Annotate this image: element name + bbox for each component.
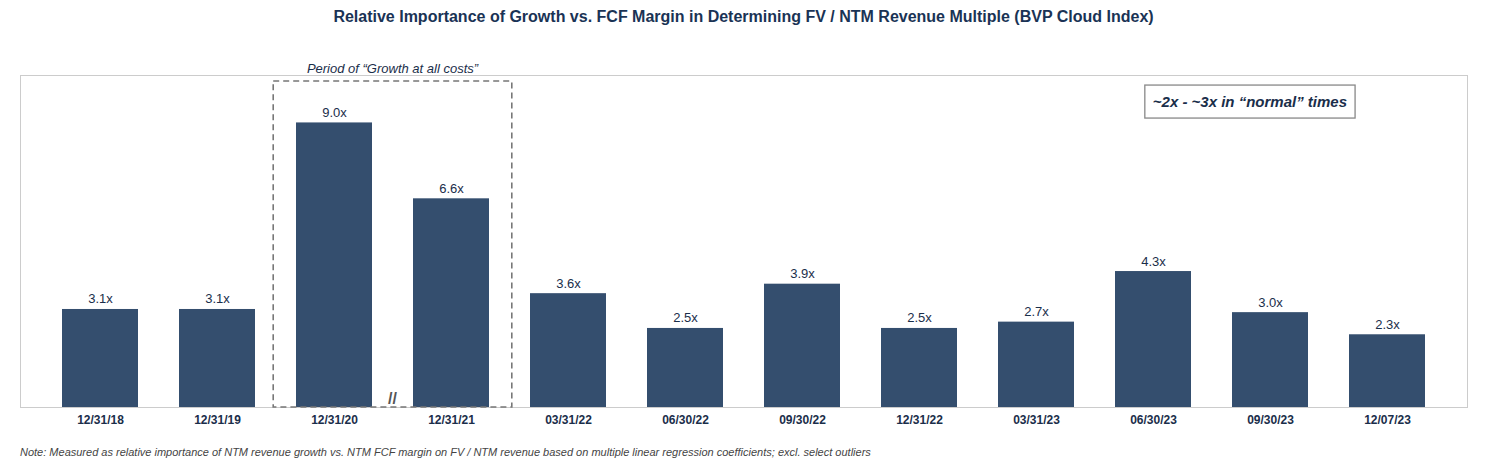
svg-text:~2x - ~3x in “normal” times: ~2x - ~3x in “normal” times [1153,93,1347,110]
svg-text:2.5x: 2.5x [673,310,698,325]
svg-text:12/31/22: 12/31/22 [896,413,943,427]
svg-text:3.1x: 3.1x [88,291,113,306]
svg-text:09/30/23: 09/30/23 [1247,413,1294,427]
svg-text:4.3x: 4.3x [1141,254,1166,269]
svg-text:2.3x: 2.3x [1375,317,1400,332]
svg-text:Period of “Growth at all costs: Period of “Growth at all costs” [307,61,479,76]
svg-text:12/31/21: 12/31/21 [428,413,475,427]
html-text:Note: Measured as relative imp: Note: Measured as relative importance of… [20,446,871,458]
svg-text:03/31/22: 03/31/22 [545,413,592,427]
svg-text:2.7x: 2.7x [1024,304,1049,319]
svg-text:09/30/22: 09/30/22 [779,413,826,427]
svg-text://: // [388,390,397,407]
svg-text:12/31/19: 12/31/19 [194,413,241,427]
svg-text:03/31/23: 03/31/23 [1013,413,1060,427]
svg-text:2.5x: 2.5x [907,310,932,325]
html-text:Relative Importance of Growth: Relative Importance of Growth vs. FCF Ma… [333,8,1154,25]
svg-text:12/31/20: 12/31/20 [311,413,358,427]
svg-text:3.6x: 3.6x [556,276,581,291]
svg-text:3.0x: 3.0x [1258,295,1283,310]
svg-text:12/31/18: 12/31/18 [77,413,124,427]
svg-text:06/30/23: 06/30/23 [1130,413,1177,427]
svg-text:9.0x: 9.0x [322,105,347,120]
svg-text:12/07/23: 12/07/23 [1364,413,1411,427]
svg-text:3.1x: 3.1x [205,291,230,306]
svg-text:3.9x: 3.9x [790,266,815,281]
svg-text:6.6x: 6.6x [439,181,464,196]
svg-text:06/30/22: 06/30/22 [662,413,709,427]
